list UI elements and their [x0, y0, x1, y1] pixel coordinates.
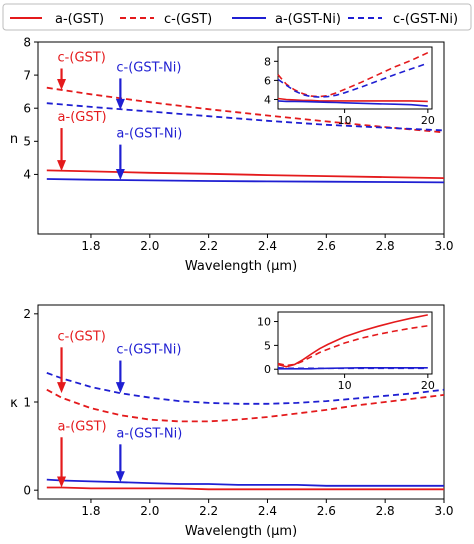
- panel-kappa-x-tick-label: 2.8: [376, 504, 395, 518]
- panel-kappa-inset-y-tick-label: 10: [257, 315, 271, 328]
- panel-kappa-x-tick-label: 2.4: [258, 504, 277, 518]
- panel-kappa-inset-y-tick-label: 5: [264, 339, 271, 352]
- panel-kappa-x-tick-label: 3.0: [434, 504, 453, 518]
- panel-kappa-inset-x-tick-label: 10: [338, 379, 352, 392]
- panel-kappa-x-tick-label: 2.0: [140, 504, 159, 518]
- panel-kappa-inset-series-a-gst: [277, 314, 428, 368]
- panel-n-annotations: c-(GST) c-(GST-Ni) a-(GST) a-(GST-Ni): [57, 50, 182, 181]
- panel-kappa-series: [46, 372, 445, 491]
- panel-n-y-tick-label: 5: [23, 135, 31, 149]
- panel-n-inset-y-tick-label: 8: [264, 55, 271, 68]
- panel-n-series-a-gst-ni: [46, 178, 445, 184]
- panel-n-x-tick-label: 3.0: [434, 239, 453, 253]
- panel-n-x-tick-label: 2.2: [199, 239, 218, 253]
- panel-kappa-inset-frame: [277, 311, 433, 375]
- panel-kappa-x-axis-label: Wavelength (μm): [185, 524, 297, 539]
- legend: a-(GST) c-(GST) a-(GST-Ni) c-(GST-Ni): [2, 3, 472, 31]
- panel-kappa-annotation-label-a-gst-ni: a-(GST-Ni): [116, 426, 182, 441]
- panel-kappa-inset-series-a-gst-ni: [278, 366, 428, 370]
- panel-n-y-tick-label: 6: [23, 102, 31, 116]
- panel-n-x-tick-label: 2.8: [376, 239, 395, 253]
- panel-n-inset-series-c-gst: [277, 51, 429, 98]
- panel-n-x-tick-label: 1.8: [81, 239, 100, 253]
- panel-kappa-x-ticks: 1.8 2.0 2.2 2.4 2.6 2.8 3.0: [81, 499, 454, 518]
- panel-kappa-annotation-label-c-gst: c-(GST): [58, 329, 106, 344]
- panel-kappa-x-tick-label: 2.2: [199, 504, 218, 518]
- panel-n: c-(GST) c-(GST-Ni) a-(GST) a-(GST-Ni) 1.8 2.…: [10, 35, 454, 274]
- panel-n-inset-series-c-gst-ni: [277, 62, 429, 98]
- panel-kappa-inset-y-ticks: 0 5 10: [257, 315, 278, 376]
- panel-n-annotation-label-c-gst: c-(GST): [58, 50, 106, 65]
- panel-kappa-series-c-gst: [46, 388, 445, 423]
- panel-n-x-axis-label: Wavelength (μm): [185, 259, 297, 274]
- panel-kappa-annotation-arrow-head-c-gst-ni: [115, 382, 125, 394]
- panel-n-annotation-label-a-gst-ni: a-(GST-Ni): [116, 127, 182, 142]
- panel-n-annotation-arrow-head-a-gst-ni: [115, 169, 125, 181]
- panel-n-annotation-arrow-head-c-gst-ni: [115, 98, 125, 110]
- panel-kappa-y-tick-label: 0: [23, 484, 31, 498]
- legend-label-c-gst-ni: c-(GST-Ni): [393, 12, 458, 27]
- panel-kappa-series-a-gst: [46, 486, 444, 491]
- panel-n-frame: [37, 41, 445, 235]
- panel-kappa-series-c-gst-ni: [46, 372, 445, 405]
- panel-kappa-y-axis-label: κ: [10, 396, 18, 411]
- panel-kappa-inset-series-c-gst: [277, 325, 428, 367]
- panel-kappa-y-tick-label: 1: [23, 395, 31, 409]
- panel-n-inset-series: [277, 51, 429, 107]
- panel-n-inset-y-ticks: 4 6 8: [264, 55, 278, 106]
- legend-label-a-gst: a-(GST): [55, 12, 104, 27]
- panel-kappa-annotation-label-c-gst-ni: c-(GST-Ni): [116, 343, 181, 358]
- panel-n-inset-series-a-gst-ni: [277, 100, 428, 107]
- panel-n-x-ticks: 1.8 2.0 2.2 2.4 2.6 2.8 3.0: [81, 234, 454, 253]
- panel-kappa-annotation-arrow-head-a-gst-ni: [115, 471, 125, 483]
- panel-kappa-annotation-arrow-head-a-gst: [57, 476, 67, 488]
- panel-n-x-tick-label: 2.4: [258, 239, 277, 253]
- legend-label-c-gst: c-(GST): [164, 12, 212, 27]
- panel-n-annotation-arrow-head-c-gst: [57, 79, 67, 90]
- panel-kappa: c-(GST) c-(GST-Ni) a-(GST) a-(GST-Ni) 1.8 2.…: [10, 304, 454, 539]
- panel-n-y-tick-label: 8: [23, 35, 31, 49]
- panel-kappa-annotations: c-(GST) c-(GST-Ni) a-(GST) a-(GST-Ni): [57, 329, 182, 488]
- panel-n-series-a-gst: [46, 169, 445, 179]
- panel-kappa-series-a-gst-ni: [46, 478, 444, 487]
- panel-n-x-tick-label: 2.0: [140, 239, 159, 253]
- panel-kappa-inset-series: [277, 314, 428, 370]
- panel-kappa-inset-x-ticks: 10 20: [338, 374, 435, 392]
- panel-kappa-annotation-arrow-head-c-gst: [57, 382, 67, 394]
- panel-n-inset-x-ticks: 10 20: [338, 109, 435, 127]
- panel-n-y-tick-label: 4: [23, 168, 31, 182]
- panel-n-annotation-arrow-head-a-gst: [57, 160, 67, 172]
- panel-n-y-axis-label: n: [10, 132, 18, 147]
- panel-kappa-y-tick-label: 2: [23, 307, 31, 321]
- panel-n-series: [46, 86, 445, 184]
- panel-n-x-tick-label: 2.6: [317, 239, 336, 253]
- panel-kappa-inset-y-tick-label: 0: [264, 363, 271, 376]
- panel-n-inset-y-tick-label: 4: [264, 93, 271, 106]
- panel-n-series-c-gst-ni: [46, 102, 445, 132]
- panel-kappa-x-tick-label: 2.6: [317, 504, 336, 518]
- panel-kappa-x-tick-label: 1.8: [81, 504, 100, 518]
- panel-n-inset-series-a-gst: [277, 97, 428, 103]
- panel-n-y-tick-label: 7: [23, 68, 31, 82]
- panel-n-inset-frame: [277, 46, 433, 110]
- panel-n-inset-x-tick-label: 20: [421, 114, 435, 127]
- panel-kappa-annotation-label-a-gst: a-(GST): [58, 419, 107, 434]
- panel-kappa-y-ticks: 0 1 2: [23, 307, 38, 498]
- panel-n-y-ticks: 4 5 6 7 8: [23, 35, 38, 182]
- panel-n-series-c-gst: [46, 86, 445, 134]
- panel-kappa-inset: 10 20 0 5 10: [257, 311, 435, 392]
- panel-n-inset-y-tick-label: 6: [264, 74, 271, 87]
- panel-n-inset-x-tick-label: 10: [338, 114, 352, 127]
- panel-n-annotation-label-a-gst: a-(GST): [58, 110, 107, 125]
- panel-kappa-inset-x-tick-label: 20: [421, 379, 435, 392]
- panel-n-inset: 10 20 4 6 8: [264, 46, 435, 127]
- panel-n-annotation-label-c-gst-ni: c-(GST-Ni): [116, 60, 181, 75]
- legend-label-a-gst-ni: a-(GST-Ni): [275, 12, 341, 27]
